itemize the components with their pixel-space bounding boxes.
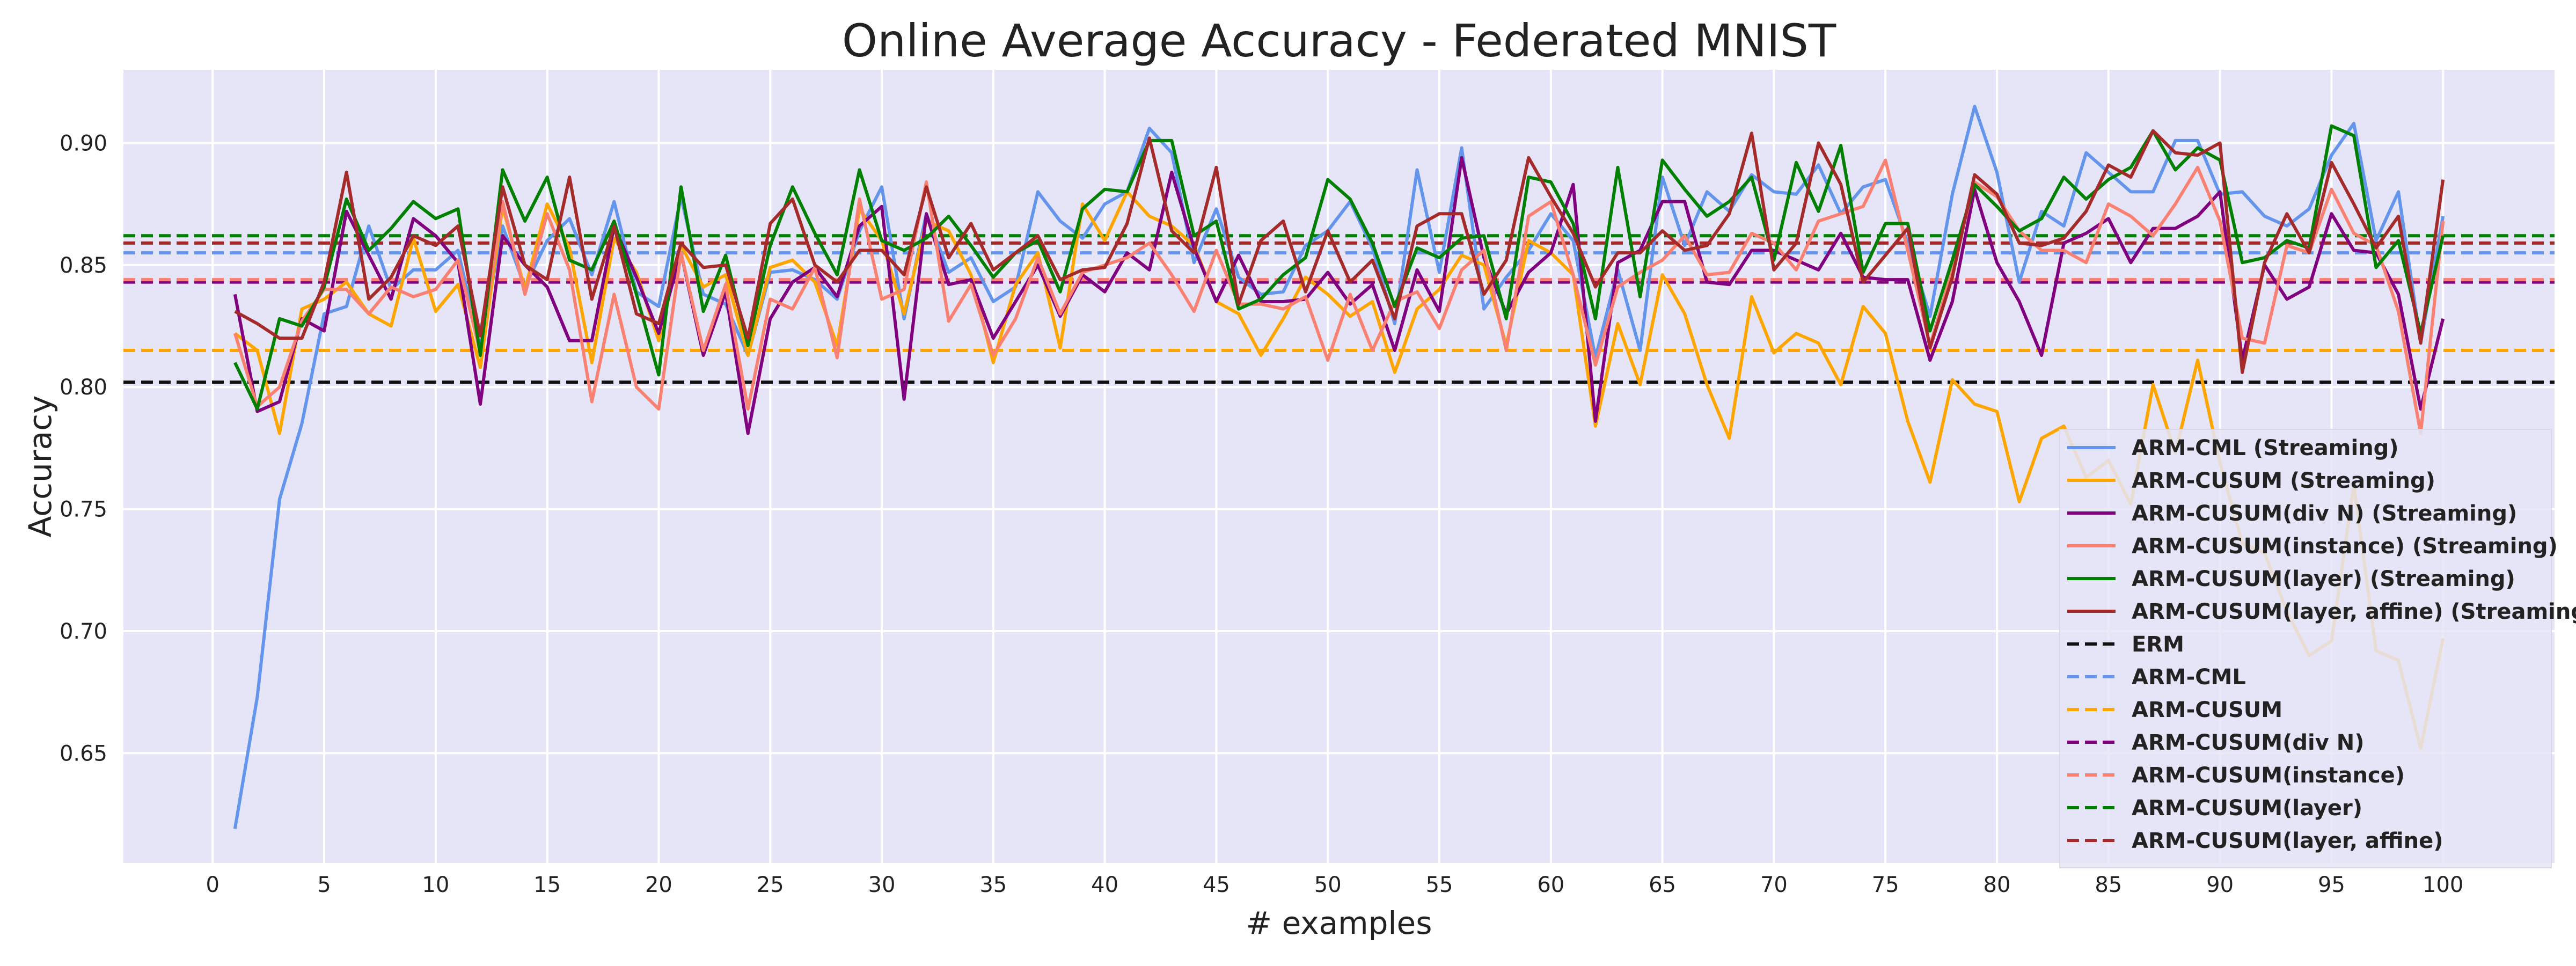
x-tick-label: 65: [1649, 873, 1676, 897]
legend-label: ARM-CUSUM(div N): [2132, 730, 2364, 755]
x-tick-label: 40: [1091, 873, 1118, 897]
series-line: [233, 124, 2445, 411]
legend-label: ARM-CUSUM(div N) (Streaming): [2132, 501, 2517, 526]
series-line: [233, 156, 2445, 435]
x-tick-label: 85: [2095, 873, 2122, 897]
x-tick-label: 20: [645, 873, 672, 897]
legend-label: ARM-CML: [2132, 665, 2246, 690]
y-tick-label: 0.80: [60, 375, 107, 400]
legend-label: ARM-CML (Streaming): [2132, 436, 2399, 460]
y-tick-label: 0.75: [60, 497, 107, 522]
y-axis-label: Accuracy: [22, 396, 58, 538]
legend-label: ARM-CUSUM (Streaming): [2132, 469, 2435, 493]
legend-box: [2059, 429, 2552, 868]
x-tick-label: 25: [757, 873, 784, 897]
legend-label: ERM: [2132, 632, 2184, 657]
x-tick-label: 90: [2206, 873, 2234, 897]
x-axis-label: # examples: [1246, 905, 1432, 941]
legend-label: ARM-CUSUM: [2132, 698, 2282, 722]
legend-label: ARM-CUSUM(instance): [2132, 763, 2405, 788]
x-tick-label: 0: [206, 873, 219, 897]
x-tick-label: 35: [979, 873, 1007, 897]
x-tick-label: 95: [2318, 873, 2345, 897]
x-tick-label: 55: [1426, 873, 1453, 897]
x-tick-label: 80: [1984, 873, 2011, 897]
legend-label: ARM-CUSUM(instance) (Streaming): [2132, 534, 2558, 559]
legend-label: ARM-CUSUM(layer, affine) (Streaming): [2132, 599, 2576, 624]
y-tick-label: 0.65: [60, 741, 107, 766]
y-tick-label: 0.85: [60, 253, 107, 278]
y-tick-label: 0.90: [60, 131, 107, 156]
chart-title: Online Average Accuracy - Federated MNIS…: [842, 14, 1836, 67]
x-tick-label: 45: [1203, 873, 1230, 897]
legend-label: ARM-CUSUM(layer, affine): [2132, 829, 2443, 853]
x-tick-label: 70: [1760, 873, 1788, 897]
legend: ARM-CML (Streaming) ARM-CUSUM (Streaming)…: [2059, 429, 2576, 868]
x-tick-label: 10: [422, 873, 449, 897]
legend-label: ARM-CUSUM(layer): [2132, 796, 2362, 821]
x-tick-label: 50: [1314, 873, 1342, 897]
x-tick-label: 30: [868, 873, 896, 897]
x-tick-label: 5: [317, 873, 331, 897]
series-line: [233, 158, 2445, 435]
legend-label: ARM-CUSUM(layer) (Streaming): [2132, 567, 2515, 591]
x-tick-label: 100: [2423, 873, 2463, 897]
y-tick-label: 0.70: [60, 619, 107, 644]
x-tick-label: 75: [1872, 873, 1899, 897]
y-axis-ticks: 0.65 0.70 0.75 0.80 0.85 0.90: [60, 131, 107, 766]
series-line: [234, 129, 2445, 374]
x-tick-label: 60: [1537, 873, 1564, 897]
x-axis-ticks: 0 5 10 15 20 25 30 35 40 45 50 55 60 65 70 75 80 85 90 95 10…: [206, 873, 2464, 897]
x-tick-label: 15: [533, 873, 561, 897]
